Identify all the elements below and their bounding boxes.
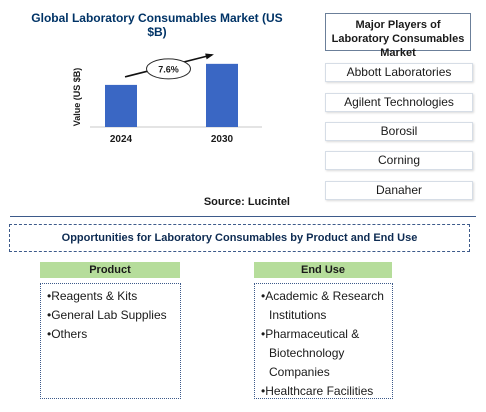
source-label: Source: Lucintel (203, 196, 290, 208)
end-use-item: Pharmaceutical & Biotechnology Companies (261, 325, 388, 382)
players-title: Major Players of Laboratory Consumables … (325, 13, 471, 59)
opportunities-title: Opportunities for Laboratory Consumables… (9, 224, 470, 252)
end-use-list-box: Academic & Research InstitutionsPharmace… (254, 283, 393, 399)
product-item: General Lab Supplies (47, 306, 176, 325)
cagr-bubble (146, 58, 191, 80)
end-use-heading: End Use (254, 262, 392, 278)
chart-title: Global Laboratory Consumables Market (US… (31, 11, 283, 39)
bar-2024 (105, 84, 137, 127)
end-use-list: Academic & Research InstitutionsPharmace… (261, 287, 388, 401)
section-divider (10, 216, 476, 217)
product-item: Others (47, 325, 176, 344)
product-list: Reagents & KitsGeneral Lab SuppliesOther… (47, 287, 176, 344)
bar-2030 (206, 63, 238, 127)
player-item: Abbott Laboratories (325, 63, 473, 82)
growth-arrow-head (205, 53, 214, 60)
player-item: Agilent Technologies (325, 93, 473, 112)
product-item: Reagents & Kits (47, 287, 176, 306)
player-item: Corning (325, 151, 473, 170)
player-item: Borosil (325, 122, 473, 141)
product-list-box: Reagents & KitsGeneral Lab SuppliesOther… (40, 283, 181, 399)
x-tick-2030: 2030 (211, 134, 234, 145)
player-item: Danaher (325, 181, 473, 200)
cagr-label: 7.6% (158, 64, 179, 74)
y-axis-label: Value (US $B) (72, 68, 82, 127)
bar-chart: Value (US $B) 2024 2030 7.6% (72, 53, 262, 145)
end-use-item: Healthcare Facilities (261, 382, 388, 401)
x-tick-2024: 2024 (110, 134, 133, 145)
growth-annotation: 7.6% (124, 53, 214, 80)
product-heading: Product (40, 262, 180, 278)
end-use-item: Academic & Research Institutions (261, 287, 388, 325)
